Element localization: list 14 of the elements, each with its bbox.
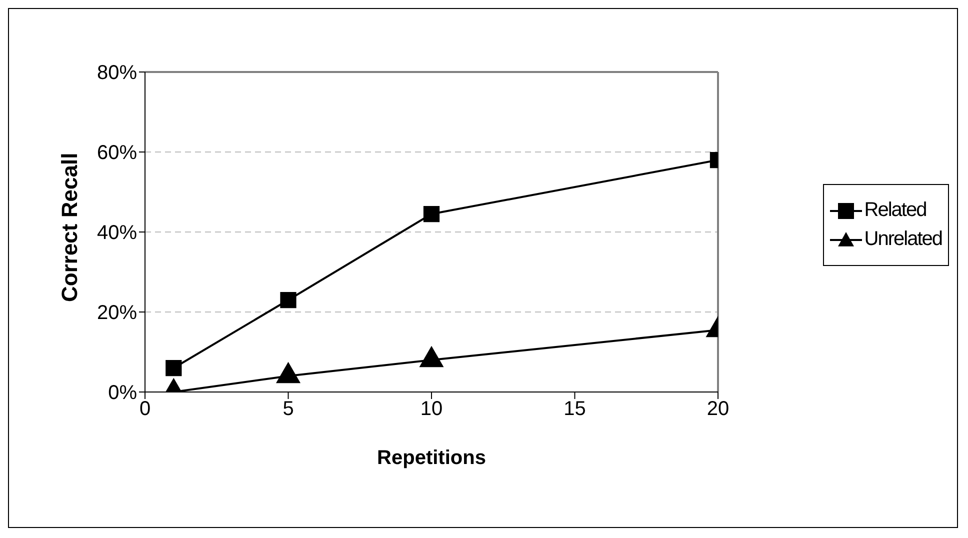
y-tick-label: 40% bbox=[96, 222, 138, 244]
x-tick-label: 15 bbox=[564, 398, 586, 420]
x-tick-label: 20 bbox=[706, 398, 730, 420]
x-tick-label: 5 bbox=[282, 398, 294, 420]
y-tick-label: 60% bbox=[96, 142, 138, 164]
y-tick-label: 20% bbox=[96, 302, 138, 324]
y-tick-label: 80% bbox=[96, 62, 138, 84]
x-axis-title: Repetitions bbox=[377, 447, 486, 469]
x-tick-label: 0 bbox=[139, 398, 151, 420]
y-axis-title: Correct Recall bbox=[56, 152, 82, 302]
y-tick-label: 0% bbox=[108, 382, 138, 404]
legend-label: Unrelated bbox=[864, 228, 942, 251]
x-tick-label: 10 bbox=[420, 398, 443, 420]
legend-label: Related bbox=[864, 199, 926, 222]
